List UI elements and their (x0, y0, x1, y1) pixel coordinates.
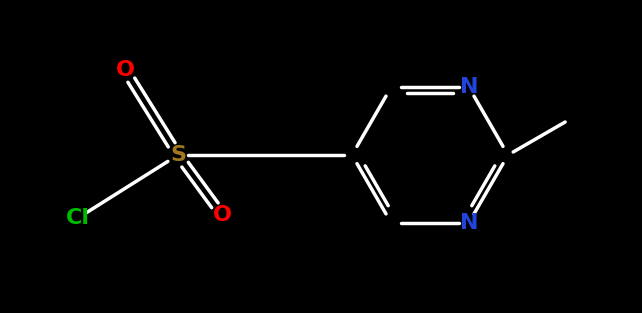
Text: O: O (213, 205, 232, 225)
Text: S: S (170, 145, 186, 165)
Text: N: N (460, 77, 478, 97)
Text: O: O (116, 60, 135, 80)
Text: N: N (460, 213, 478, 233)
Text: Cl: Cl (66, 208, 90, 228)
